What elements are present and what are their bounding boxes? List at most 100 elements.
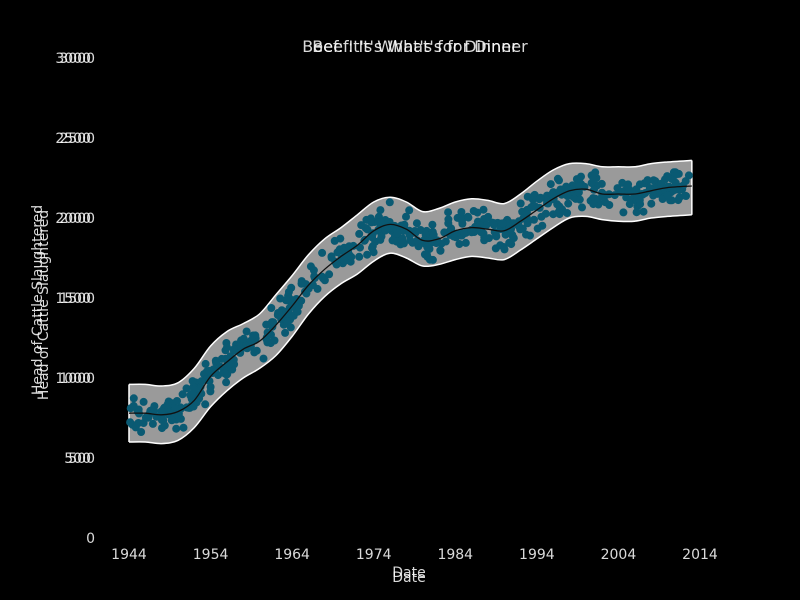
- data-point: [236, 348, 245, 357]
- y-tick-label: 1000: [59, 371, 95, 387]
- data-point: [684, 171, 693, 180]
- data-point: [522, 208, 531, 217]
- data-point: [423, 252, 432, 261]
- data-point: [282, 296, 291, 305]
- data-point: [178, 390, 187, 399]
- data-point: [349, 241, 358, 250]
- data-point: [211, 356, 220, 365]
- data-point: [297, 296, 306, 305]
- data-point: [160, 421, 169, 430]
- data-point: [509, 234, 518, 243]
- y-tick-label: 500: [68, 451, 95, 467]
- data-point: [522, 230, 530, 239]
- data-point: [259, 354, 268, 363]
- y-tick-label-echo: 3000: [55, 51, 91, 67]
- data-point: [492, 232, 501, 241]
- data-point: [381, 225, 390, 234]
- data-point: [308, 281, 317, 289]
- data-point: [405, 206, 414, 215]
- data-point: [220, 369, 229, 378]
- data-point: [197, 377, 206, 386]
- data-point: [632, 208, 641, 217]
- data-point: [263, 338, 272, 347]
- data-point: [479, 205, 488, 214]
- data-point: [173, 397, 181, 405]
- data-point: [574, 188, 583, 197]
- data-point: [469, 207, 478, 215]
- band-lower-edge: [128, 214, 692, 445]
- chart-title-echo: Beef: It's What's for Dinner: [312, 37, 528, 56]
- data-point: [139, 397, 148, 406]
- data-point: [179, 423, 188, 432]
- data-point: [575, 195, 584, 204]
- data-point: [623, 181, 632, 190]
- data-point: [597, 179, 606, 188]
- data-point: [500, 245, 509, 254]
- data-point: [530, 215, 538, 224]
- data-point: [330, 236, 339, 245]
- data-point: [649, 176, 658, 185]
- y-tick-label-echo: 2000: [55, 211, 91, 227]
- x-tick-label: 1974: [356, 547, 392, 563]
- trend-line: [128, 185, 692, 416]
- x-axis-label-echo: Date: [392, 565, 425, 581]
- data-point: [206, 387, 215, 396]
- data-point: [368, 233, 377, 242]
- y-tick-label-echo: 1500: [55, 291, 91, 307]
- y-tick-label-echo: 2500: [55, 131, 91, 147]
- data-point: [538, 221, 547, 230]
- data-point: [189, 402, 198, 411]
- data-point: [252, 346, 261, 355]
- data-point: [663, 191, 672, 200]
- data-point: [440, 228, 449, 237]
- data-point: [574, 182, 583, 191]
- data-point: [625, 200, 634, 209]
- data-point: [553, 174, 562, 183]
- data-point: [249, 331, 258, 340]
- data-point: [489, 220, 498, 229]
- data-point: [325, 270, 334, 279]
- data-point: [157, 407, 166, 416]
- data-point: [182, 384, 191, 393]
- data-point: [412, 219, 421, 228]
- data-point: [222, 339, 231, 347]
- data-point: [284, 288, 293, 296]
- data-point: [131, 423, 140, 432]
- data-point: [148, 419, 157, 428]
- data-point: [318, 248, 327, 257]
- data-point: [516, 199, 525, 208]
- data-point: [527, 203, 536, 212]
- data-point: [385, 198, 394, 207]
- data-point: [188, 389, 197, 398]
- data-point: [129, 401, 138, 410]
- data-point: [263, 328, 272, 337]
- data-point: [274, 309, 283, 317]
- data-point: [537, 212, 546, 221]
- data-point: [444, 208, 453, 217]
- data-point: [376, 206, 385, 215]
- data-point: [639, 207, 648, 216]
- x-tick-label: 2014: [682, 547, 718, 563]
- data-point: [129, 394, 138, 403]
- data-point: [460, 229, 469, 238]
- data-point: [480, 236, 489, 245]
- data-point: [217, 354, 226, 363]
- data-point: [368, 244, 376, 253]
- data-point: [363, 250, 372, 259]
- data-point: [546, 180, 555, 189]
- y-tick-label: 2500: [59, 131, 95, 147]
- data-point: [428, 220, 437, 229]
- data-point: [222, 378, 231, 387]
- chart-title: Beef: It's What's for Dinner: [302, 37, 518, 56]
- data-point: [563, 209, 572, 217]
- data-point: [514, 221, 523, 229]
- data-point: [647, 199, 656, 208]
- data-point: [188, 377, 197, 386]
- data-point: [589, 174, 598, 183]
- data-point: [458, 216, 466, 225]
- data-point: [173, 411, 182, 420]
- data-point: [479, 229, 488, 238]
- y-axis-label-echo: Head of Cattle Slaughtered: [36, 210, 52, 400]
- data-point: [461, 238, 470, 247]
- data-point: [610, 191, 619, 200]
